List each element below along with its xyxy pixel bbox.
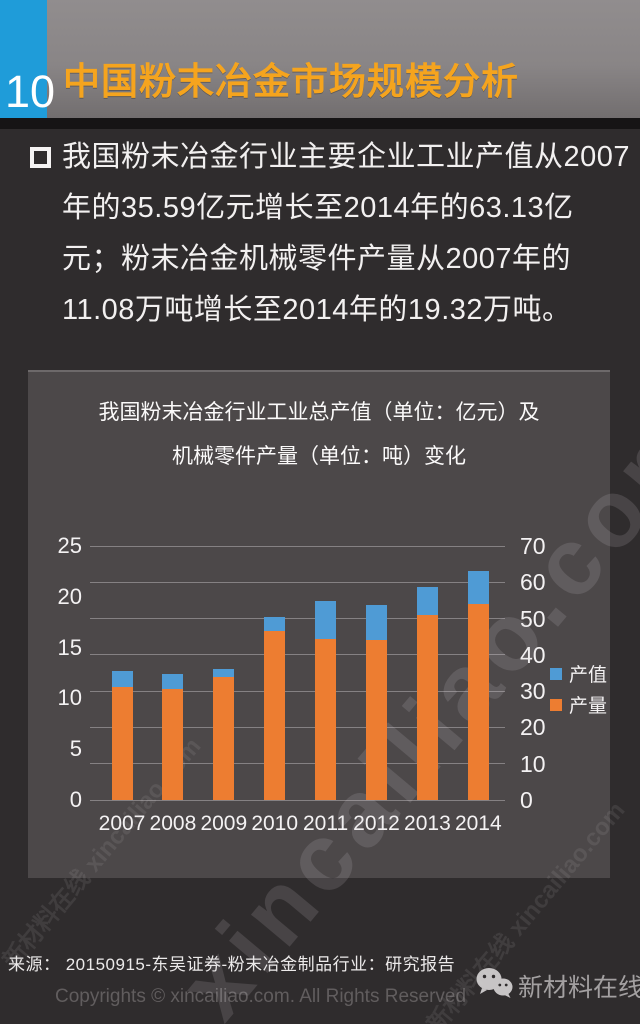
right-axis-tick: 50: [520, 605, 546, 632]
source-citation: 来源： 20150915-东吴证券-粉末冶金制品行业：研究报告: [8, 955, 456, 974]
bar-产量-2008: [162, 689, 184, 800]
paragraph-line: 年的35.59亿元增长至2014年的63.13亿: [62, 192, 574, 224]
gridline: [90, 690, 505, 692]
right-axis-tick: 60: [520, 569, 546, 596]
chart-title-line2: 机械零件产量（单位：吨）变化: [172, 445, 466, 468]
right-axis-tick: 10: [520, 750, 546, 777]
legend-swatch-产量: [550, 698, 562, 711]
bar-产量-2012: [366, 640, 387, 800]
paragraph-line: 11.08万吨增长至2014年的19.32万吨。: [62, 294, 572, 326]
gridline: [90, 763, 505, 765]
bar-产量-2013: [416, 615, 438, 800]
page-title: 中国粉末冶金市场规模分析: [63, 61, 519, 102]
body-paragraph: 我国粉末冶金行业主要企业工业产值从2007 年的35.59亿元增长至2014年的…: [62, 132, 631, 336]
gridline: [90, 581, 505, 583]
left-axis-tick: 25: [57, 533, 82, 558]
chart-title-line1: 我国粉末冶金行业工业总产值（单位：亿元）及: [98, 401, 540, 424]
bar-产量-2010: [264, 631, 286, 800]
header-divider: [0, 118, 640, 129]
right-axis-tick: 40: [520, 641, 546, 668]
legend-label: 产值: [569, 665, 608, 686]
legend-item-产量: 产量: [550, 691, 607, 718]
right-axis-tick: 70: [520, 533, 546, 559]
wechat-icon: [474, 966, 514, 1005]
x-axis-label: 2007: [98, 812, 146, 835]
left-axis-tick: 15: [57, 634, 82, 660]
square-bullet-icon: [30, 147, 51, 168]
left-axis-tick: 20: [57, 583, 82, 609]
bar-产量-2011: [315, 639, 337, 800]
right-axis-tick: 0: [520, 787, 533, 813]
header-bar: 10 中国粉末冶金市场规模分析: [0, 0, 640, 118]
legend-label: 产量: [569, 696, 608, 717]
gridline: [90, 618, 505, 620]
gridline: [90, 799, 505, 801]
x-axis-label: 2014: [454, 812, 502, 835]
gridline: [90, 726, 505, 728]
chart-plot-area: 0 10 20 30 40 50 60 70 0 5 10 15 20 25 2007 2008 2009 201…: [28, 372, 610, 880]
left-axis-tick: 10: [57, 685, 82, 711]
legend-item-产值: 产值: [550, 660, 607, 687]
copyright-text: Copyrights © xincailiao.com. All Rights …: [55, 986, 467, 1007]
paragraph-line: 元；粉末冶金机械零件产量从2007年的: [62, 243, 572, 275]
gridline: [90, 654, 505, 656]
brand-block: 新材料在线: [474, 966, 640, 1005]
brand-name: 新材料在线: [518, 973, 640, 1002]
x-axis-label: 2013: [404, 812, 451, 835]
chart-panel: 我国粉末冶金行业工业总产值（单位：亿元）及 机械零件产量（单位：吨）变化 0 10…: [28, 370, 610, 878]
x-axis-label: 2011: [303, 812, 349, 835]
x-axis-label: 2012: [353, 812, 400, 835]
x-axis-label: 2010: [251, 812, 299, 835]
bar-产量-2009: [213, 677, 235, 800]
right-axis-tick: 30: [520, 678, 546, 705]
slide-number-box: 10: [0, 0, 55, 118]
left-axis-tick: 5: [69, 736, 82, 762]
bar-产量-2007: [111, 687, 133, 800]
paragraph-line: 我国粉末冶金行业主要企业工业产值从2007: [62, 141, 631, 173]
left-axis-tick: 0: [69, 787, 82, 812]
x-axis-label: 2009: [200, 812, 248, 835]
gridline: [90, 545, 505, 547]
legend-swatch-产值: [550, 667, 562, 680]
right-axis-tick: 20: [520, 714, 546, 741]
slide-number: 10: [5, 66, 56, 117]
bar-产量-2014: [467, 603, 489, 800]
x-axis-label: 2008: [149, 812, 197, 835]
